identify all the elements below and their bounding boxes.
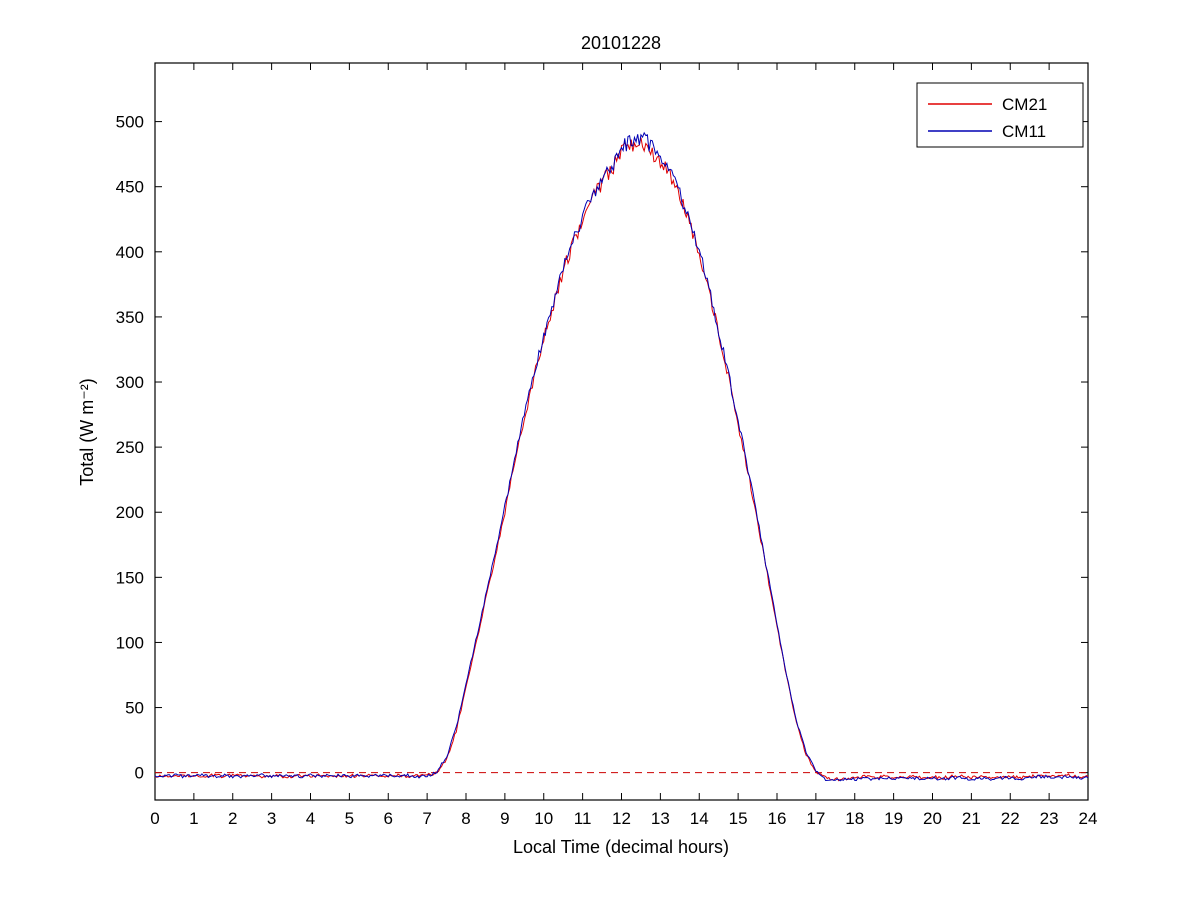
y-tick-label: 50 [125,699,144,718]
x-tick-label: 18 [845,809,864,828]
x-tick-label: 0 [150,809,159,828]
legend-label-cm11: CM11 [1002,122,1046,141]
y-tick-label: 0 [135,764,144,783]
legend-box [916,82,1084,148]
x-tick-label: 4 [306,809,315,828]
plot-area: 0 1 2 3 4 5 6 7 8 9 10 11 12 13 14 15 16 17 18 19 20 21 22 23 24… [116,62,1098,828]
x-tick-label: 8 [461,809,470,828]
chart-title: 20101228 [581,33,661,53]
y-tick-label: 350 [116,308,144,327]
x-tick-label: 12 [612,809,631,828]
y-axis-label: Total (W m⁻²) [77,378,97,486]
x-tick-label: 2 [228,809,237,828]
x-tick-label: 14 [690,809,709,828]
x-tick-label: 22 [1001,809,1020,828]
y-tick-label: 400 [116,243,144,262]
x-tick-label: 16 [768,809,787,828]
y-tick-label: 300 [116,373,144,392]
x-tick-label: 10 [534,809,553,828]
x-tick-label: 21 [962,809,981,828]
y-tick-label: 200 [116,503,144,522]
x-tick-label: 1 [189,809,198,828]
x-tick-label: 7 [422,809,431,828]
x-tick-label: 23 [1040,809,1059,828]
x-tick-label: 17 [806,809,825,828]
y-tick-label: 250 [116,438,144,457]
x-tick-label: 20 [923,809,942,828]
y-tick-label: 500 [116,113,144,132]
x-tick-label: 13 [651,809,670,828]
y-tick-label: 100 [116,633,144,652]
x-tick-label: 15 [729,809,748,828]
x-axis-label: Local Time (decimal hours) [513,837,729,857]
x-tick-label: 3 [267,809,276,828]
x-tick-label: 19 [884,809,903,828]
x-tick-label: 9 [500,809,509,828]
legend: CM21 CM11 [916,82,1084,148]
x-tick-label: 6 [384,809,393,828]
x-tick-label: 5 [345,809,354,828]
x-tick-label: 24 [1079,809,1098,828]
x-tick-label: 11 [574,809,592,828]
cm11-line [154,131,1089,782]
y-tick-label: 150 [116,568,144,587]
cm21-line [154,137,1089,782]
y-tick-label: 450 [116,178,144,197]
legend-label-cm21: CM21 [1002,95,1047,114]
